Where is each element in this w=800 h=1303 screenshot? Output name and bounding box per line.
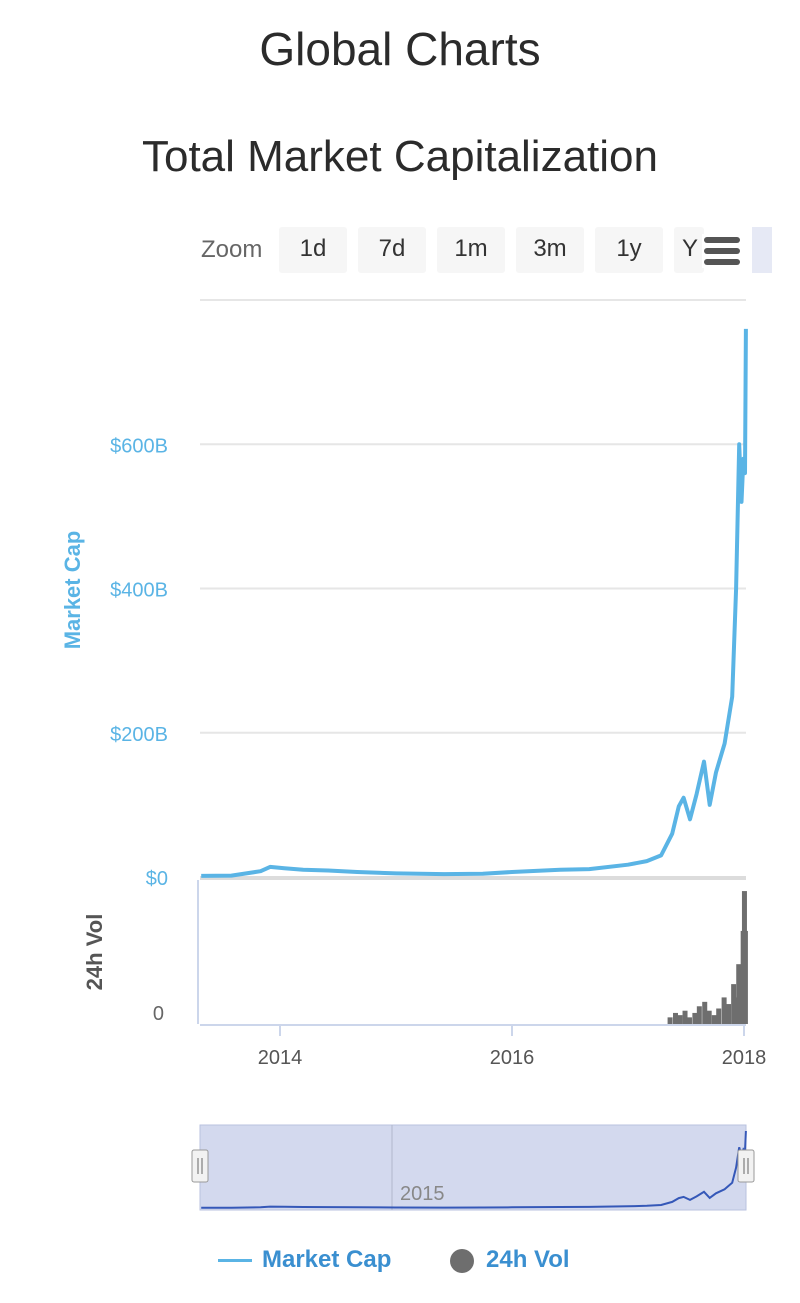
volume-bar (667, 1017, 673, 1024)
zoom-all-button[interactable] (752, 227, 772, 273)
legend-label: 24h Vol (486, 1246, 570, 1273)
chart-title: Total Market Capitalization (141, 132, 658, 181)
volume-bar (696, 1006, 702, 1024)
volume-tick-label: 0 (153, 1003, 164, 1025)
legend-market-cap[interactable]: Market Cap (218, 1246, 391, 1274)
y-axis-title: Market Cap (60, 531, 85, 650)
volume-bar (702, 1001, 708, 1024)
x-tick-label: 2014 (258, 1047, 303, 1069)
volume-bar (692, 1012, 698, 1024)
zoom-ytd-button[interactable]: Y (674, 227, 704, 273)
volume-bar (726, 1004, 732, 1024)
navigator-handle-left[interactable] (191, 1149, 209, 1183)
volume-bar (731, 984, 737, 1024)
legend-24h-vol[interactable]: 24h Vol (450, 1246, 570, 1274)
navigator-label: 2015 (400, 1183, 445, 1205)
navigator-handle-right[interactable] (737, 1149, 755, 1183)
navigator-series (201, 1130, 747, 1209)
x-tick-label: 2016 (490, 1047, 535, 1069)
legend-label: Market Cap (262, 1246, 392, 1273)
zoom-3m-button[interactable]: 3m (516, 227, 584, 273)
page-title: Global Charts (259, 23, 541, 75)
hamburger-menu-icon[interactable] (702, 234, 742, 268)
volume-bar (716, 1008, 722, 1024)
x-tick-label: 2018 (722, 1047, 767, 1069)
volume-bar (711, 1015, 717, 1024)
zoom-1y-button[interactable]: 1y (595, 227, 663, 273)
volume-bar (672, 1012, 678, 1024)
legend-line-icon (218, 1259, 252, 1263)
navigator-window (199, 1124, 747, 1211)
y-tick-label: $200B (110, 724, 168, 746)
zoom-1d-button[interactable]: 1d (279, 227, 347, 273)
zoom-label: Zoom (201, 236, 263, 263)
volume-bar (686, 1017, 692, 1024)
y-tick-label: $400B (110, 580, 168, 602)
volume-bar (706, 1010, 712, 1024)
market-cap-line (201, 328, 748, 878)
volume-axis-title: 24h Vol (82, 914, 107, 991)
zoom-1m-button[interactable]: 1m (437, 227, 505, 273)
volume-bar (742, 930, 748, 1024)
y-tick-label: $600B (110, 435, 168, 457)
volume-bar (677, 1015, 683, 1024)
volume-bar (721, 997, 727, 1024)
legend-dot-icon (450, 1248, 474, 1273)
volume-bar (682, 1010, 688, 1024)
y-tick-label: $0 (146, 868, 168, 890)
zoom-7d-button[interactable]: 7d (358, 227, 426, 273)
